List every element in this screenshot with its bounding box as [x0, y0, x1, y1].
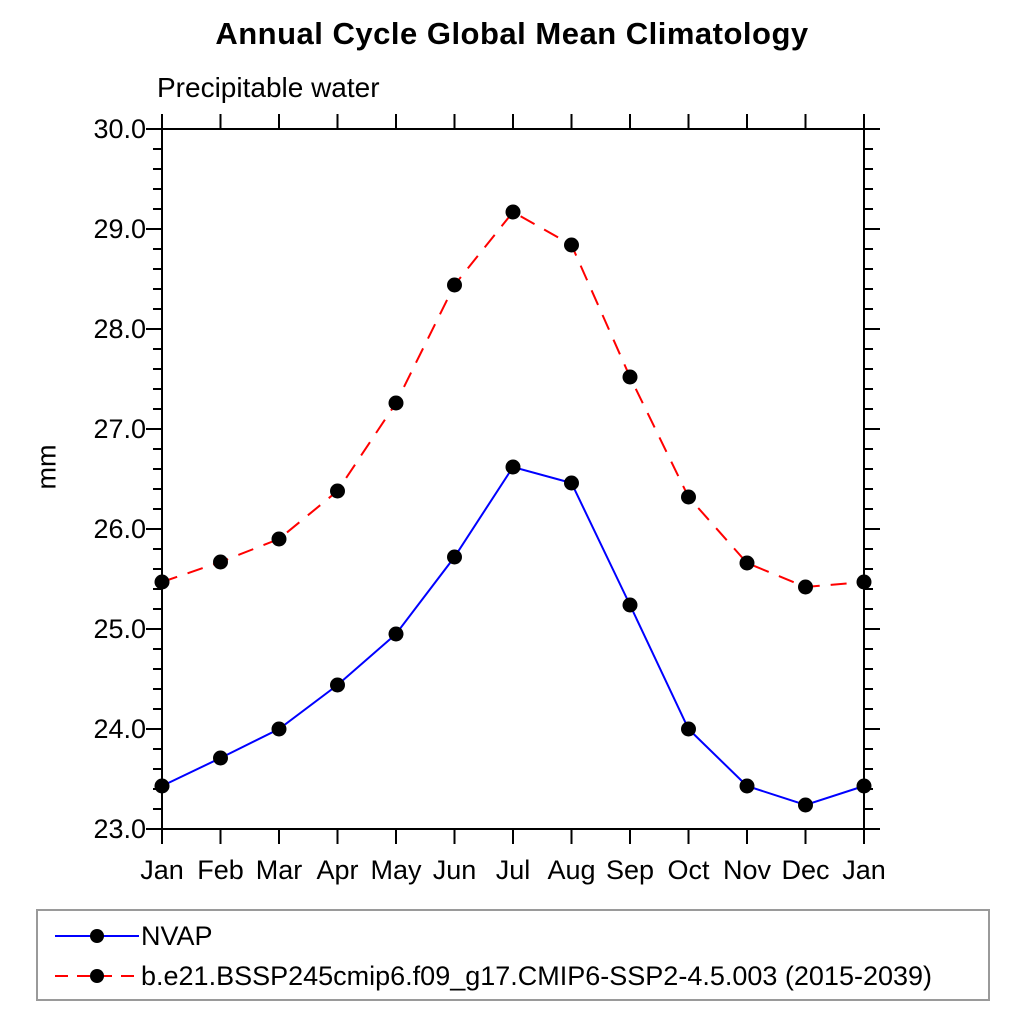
- series-line-1: [161, 210, 865, 589]
- legend-item-1: b.e21.BSSP245cmip6.f09_g17.CMIP6-SSP2-4.…: [55, 956, 988, 996]
- data-point-marker: [330, 483, 345, 499]
- data-point-marker: [739, 555, 755, 571]
- x-tick-label: Jul: [496, 855, 531, 885]
- y-tick-label: 25.0: [93, 614, 146, 644]
- x-tick-label: Mar: [256, 855, 303, 885]
- data-point-marker: [739, 778, 755, 794]
- y-tick-label: 24.0: [93, 714, 146, 744]
- legend-line-sample: [55, 969, 139, 983]
- data-point-marker: [154, 778, 170, 794]
- chart-subtitle: Precipitable water: [157, 72, 380, 103]
- x-tick-label: Jan: [842, 855, 886, 885]
- data-point-marker: [622, 369, 638, 385]
- x-tick-label: Feb: [197, 855, 244, 885]
- x-tick-label: Aug: [547, 855, 595, 885]
- data-point-marker: [856, 574, 872, 590]
- y-tick-label: 27.0: [93, 414, 146, 444]
- y-tick-label: 29.0: [93, 214, 146, 244]
- legend-item-0: NVAP: [55, 916, 988, 956]
- data-point-marker: [388, 395, 404, 411]
- data-point-marker: [564, 237, 579, 253]
- data-point-marker: [681, 489, 696, 505]
- legend-label: NVAP: [141, 920, 213, 951]
- legend: NVAP b.e21.BSSP245cmip6.f09_g17.CMIP6-SSP…: [36, 909, 990, 1001]
- data-point-marker: [505, 459, 521, 475]
- data-point-marker: [505, 204, 521, 220]
- data-point-marker: [447, 549, 462, 565]
- x-tick-label: Sep: [606, 855, 654, 885]
- y-tick-label: 23.0: [93, 814, 146, 844]
- x-tick-label: Dec: [781, 855, 829, 885]
- y-tick-label: 28.0: [93, 314, 146, 344]
- data-point-marker: [213, 554, 228, 570]
- legend-label: b.e21.BSSP245cmip6.f09_g17.CMIP6-SSP2-4.…: [141, 960, 933, 991]
- y-tick-label: 30.0: [93, 114, 146, 144]
- x-tick-label: May: [370, 855, 422, 885]
- axis-ticks: [146, 114, 880, 844]
- x-tick-label: Jan: [140, 855, 184, 885]
- data-point-marker: [271, 721, 287, 737]
- data-point-marker: [154, 574, 170, 590]
- data-point-marker: [798, 797, 813, 813]
- data-point-marker: [447, 277, 462, 293]
- x-tick-label: Nov: [723, 855, 772, 885]
- data-point-marker: [388, 626, 404, 642]
- data-point-marker: [271, 531, 287, 547]
- x-tick-label: Jun: [433, 855, 477, 885]
- series-line-0: [161, 465, 865, 807]
- x-tick-label: Apr: [316, 855, 358, 885]
- plot-frame: [161, 128, 865, 830]
- data-point-marker: [798, 579, 813, 595]
- y-tick-label: 26.0: [93, 514, 146, 544]
- data-point-marker: [564, 475, 579, 491]
- data-point-marker: [213, 750, 228, 766]
- data-point-marker: [856, 778, 872, 794]
- legend-line-sample: [55, 929, 139, 943]
- data-point-marker: [330, 677, 345, 693]
- data-point-marker: [681, 721, 696, 737]
- chart-title: Annual Cycle Global Mean Climatology: [215, 16, 809, 51]
- x-tick-label: Oct: [667, 855, 710, 885]
- data-point-marker: [622, 597, 638, 613]
